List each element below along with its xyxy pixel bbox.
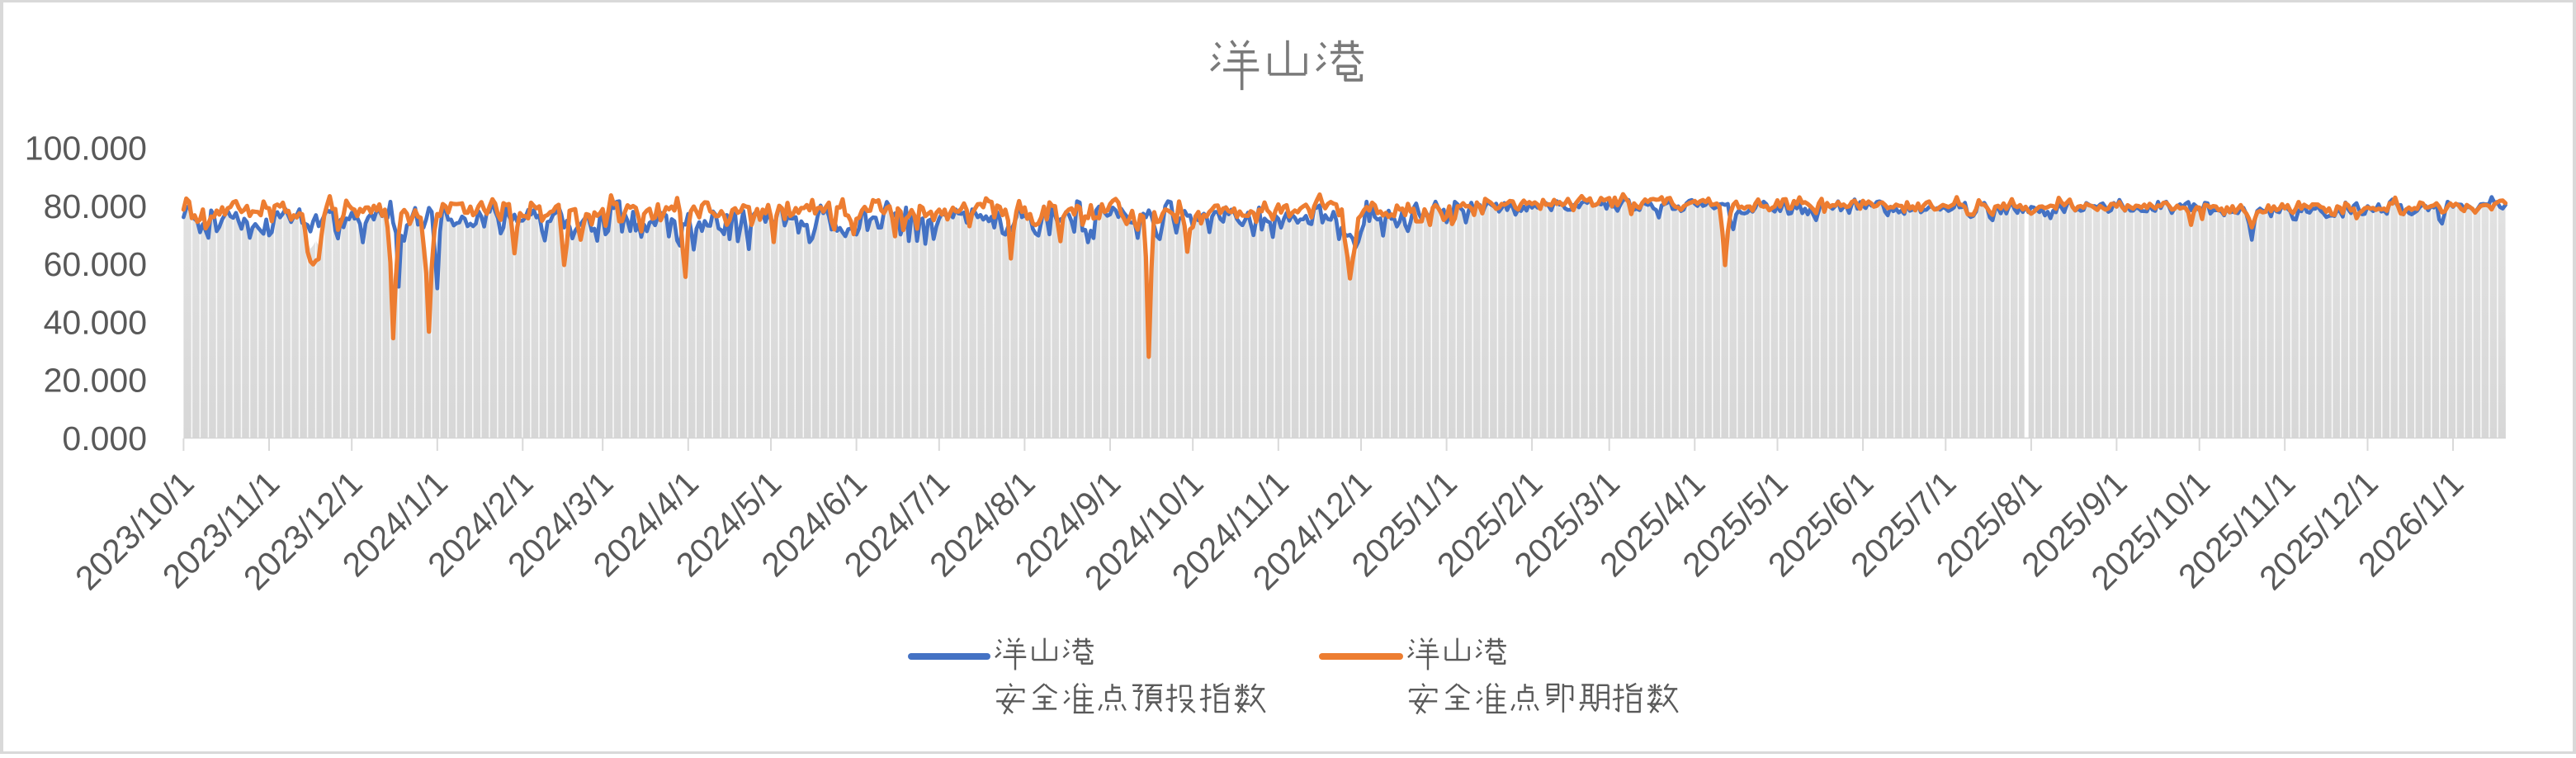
svg-text:40.000: 40.000 [44, 303, 147, 341]
svg-text:20.000: 20.000 [44, 362, 147, 400]
svg-text:60.000: 60.000 [44, 245, 147, 283]
svg-text:100.000: 100.000 [25, 130, 147, 168]
svg-text:0.000: 0.000 [62, 419, 147, 457]
svg-text:80.000: 80.000 [44, 187, 147, 225]
